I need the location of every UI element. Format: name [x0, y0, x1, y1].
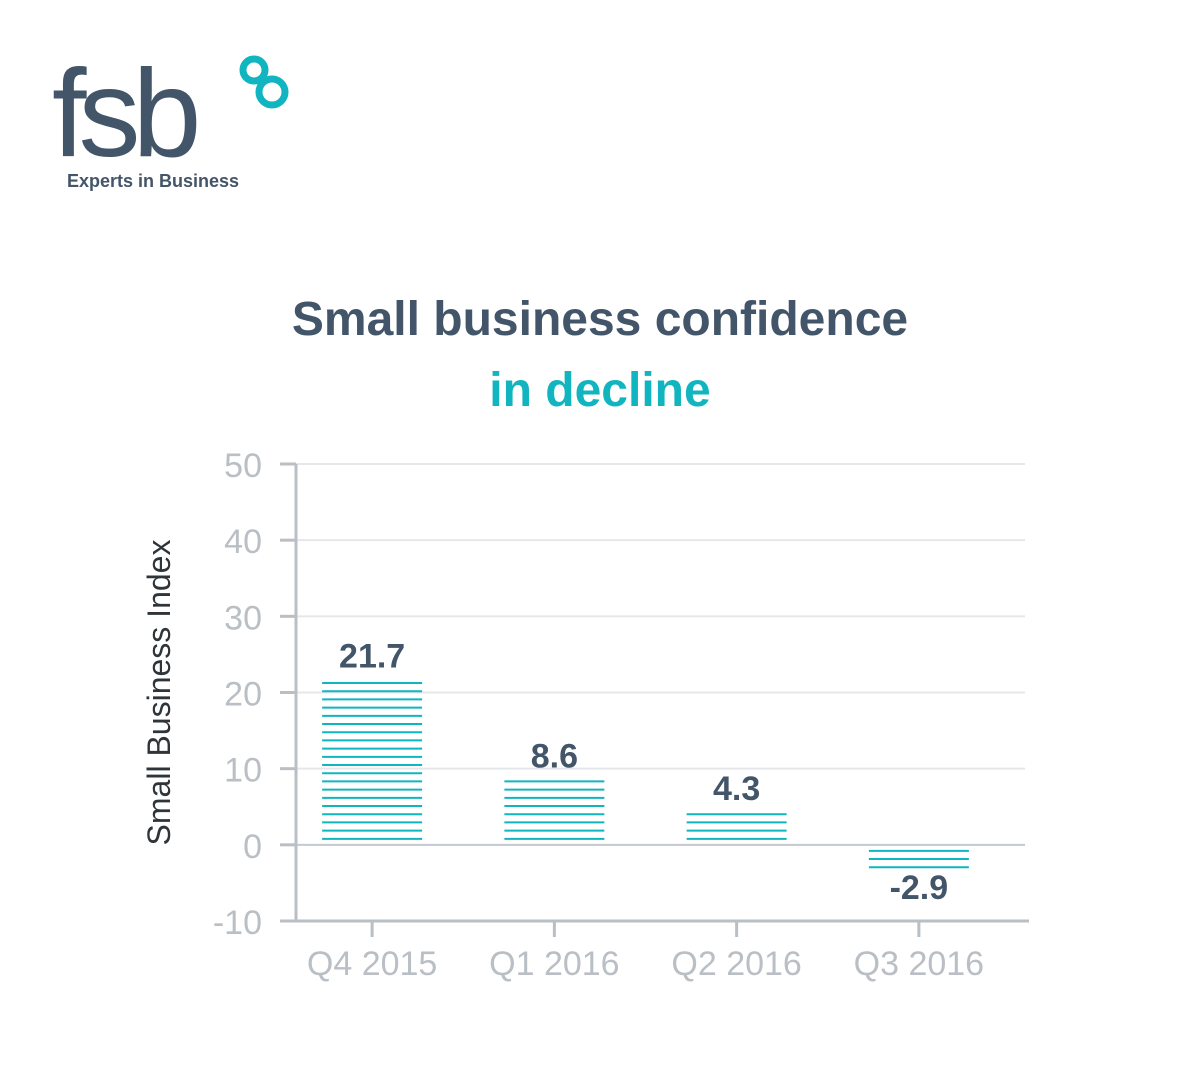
- bar-bounds: [322, 680, 422, 845]
- bar-q3-2016: -2.9: [868, 845, 969, 907]
- y-tick-label: 50: [224, 447, 262, 485]
- y-tick-label: 10: [224, 752, 262, 790]
- chart-title-line-1: Small business confidence: [291, 293, 909, 346]
- y-tick-label: -10: [213, 904, 262, 942]
- bar-chart: -10 0 10 20 30 40 50 Small Business Index 21.7 Q4…: [0, 430, 1200, 1050]
- x-tick-label: Q1 2016: [489, 945, 619, 983]
- x-tick-label: Q3 2016: [854, 945, 984, 983]
- x-tick-label: Q4 2015: [307, 945, 437, 983]
- data-label: -2.9: [890, 869, 949, 907]
- y-tick-label: 20: [224, 676, 262, 714]
- bar-q1-2016: 8.6: [504, 737, 605, 840]
- bar-q2-2016: 4.3: [686, 770, 787, 845]
- chart-canvas: -10 0 10 20 30 40 50 Small Business Index 21.7 Q4…: [141, 447, 1029, 983]
- y-tick-label: 30: [224, 599, 262, 637]
- fsb-logo: fsb Experts in Business: [52, 52, 322, 202]
- data-label: 21.7: [339, 638, 405, 676]
- gridlines: -10 0 10 20 30 40 50: [213, 447, 1025, 942]
- fsb-wordmark: fsb: [52, 45, 201, 183]
- chart-title: Small business confidence in decline: [0, 292, 1200, 422]
- bar-bounds: [869, 845, 969, 867]
- y-tick-label: 0: [243, 828, 262, 866]
- data-label: 4.3: [713, 770, 760, 808]
- bar-q4-2015: 21.7: [322, 638, 423, 845]
- y-tick-label: 40: [224, 523, 262, 561]
- infinity-loop-icon: [239, 55, 289, 109]
- chart-title-line-2: in decline: [489, 364, 711, 417]
- x-tick-label: Q2 2016: [671, 945, 801, 983]
- y-axis-label: Small Business Index: [141, 540, 177, 846]
- data-label: 8.6: [531, 737, 578, 775]
- logo-tagline: Experts in Business: [67, 171, 240, 191]
- bar-bounds: [687, 812, 787, 845]
